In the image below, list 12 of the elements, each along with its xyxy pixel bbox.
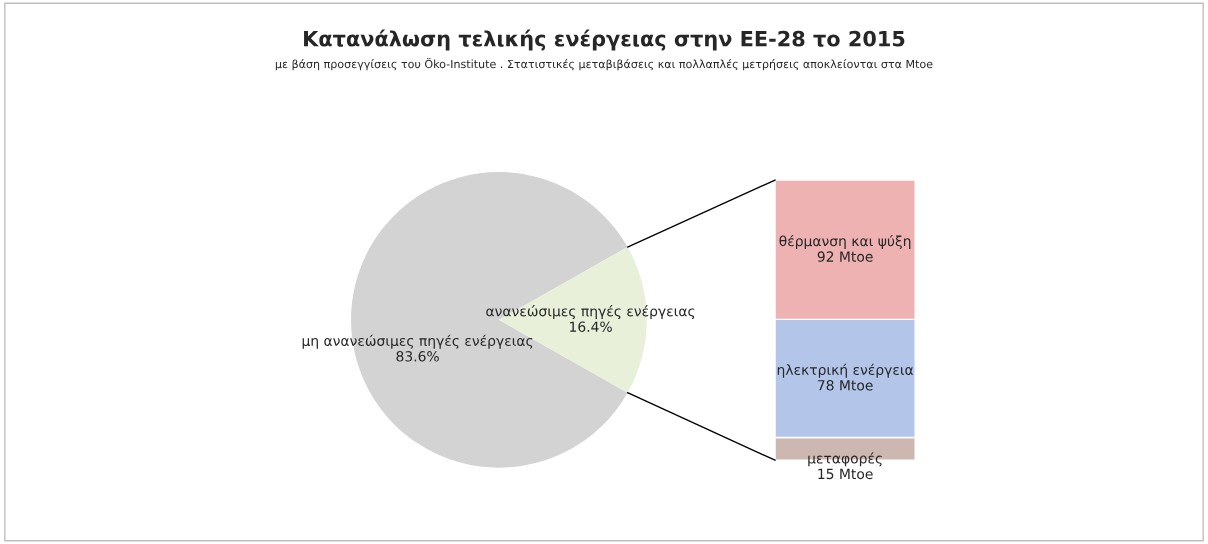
- chart-title: Κατανάλωση τελικής ενέργειας στην ΕΕ-28 το 2015: [304, 29, 905, 51]
- data-label: 78 Mtoe: [817, 380, 873, 391]
- series-label: μεταφορές: [808, 452, 882, 467]
- data-label: 83.6%: [396, 351, 439, 362]
- slice-label: μη ανανεώσιμες πηγές ενέργειας: [302, 334, 533, 349]
- slice-label: ανανεώσιμες πηγές ενέργειας: [486, 305, 695, 320]
- data-label: 92 Mtoe: [817, 251, 873, 262]
- data-label: 16.4%: [570, 321, 612, 332]
- series-label: θέρμανση και ψύξη: [779, 234, 911, 249]
- series-label: ηλεκτρική ενέργεια: [777, 363, 914, 378]
- data-label: 15 Mtoe: [818, 468, 873, 480]
- chart-subtitle: με βάση προσεγγίσεις του Öko-Institute . Στατιστικές μεταβιβάσεις και πολλαπλές μετρήσεις αποκλείονται στα Mtoe: [275, 57, 933, 71]
